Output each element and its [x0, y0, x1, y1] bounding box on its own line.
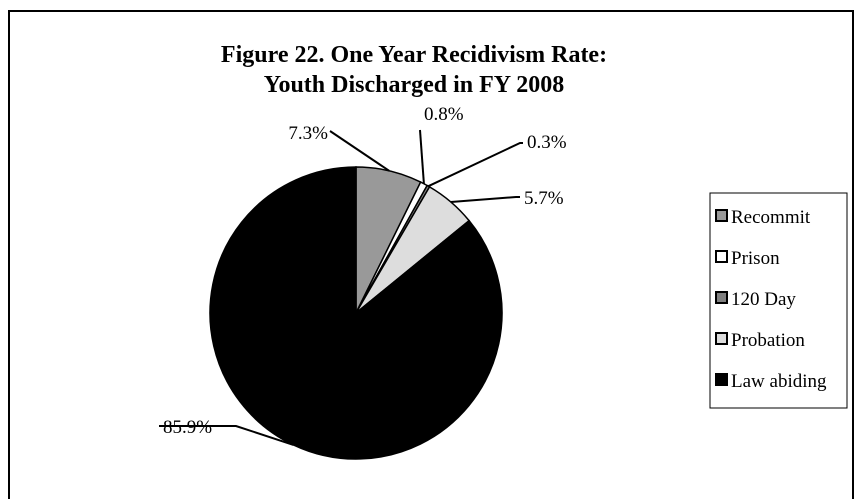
leader-line-recommit — [329, 130, 390, 172]
legend-label-probation: Probation — [731, 330, 805, 351]
chart-frame — [8, 10, 854, 499]
leader-lines — [159, 129, 523, 446]
data-label-120-day: 0.3% — [527, 132, 567, 153]
data-labels: 7.3% 0.8% 0.3% 5.7% 85.9% — [163, 104, 567, 438]
legend-label-law-abiding: Law abiding — [731, 371, 827, 392]
legend: Recommit Prison 120 Day Probation Law abidin… — [709, 192, 848, 409]
legend-swatch-recommit — [715, 209, 728, 222]
data-label-prison: 0.8% — [424, 104, 464, 125]
legend-label-120-day: 120 Day — [731, 289, 796, 310]
pie-slices — [209, 166, 503, 460]
legend-swatch-120-day — [715, 291, 728, 304]
legend-label-prison: Prison — [731, 248, 780, 269]
data-label-recommit: 7.3% — [288, 123, 328, 144]
data-label-probation: 5.7% — [524, 188, 564, 209]
chart-title-line-2: Youth Discharged in FY 2008 — [264, 72, 564, 98]
legend-swatch-law-abiding — [715, 373, 728, 386]
legend-swatch-prison — [715, 250, 728, 263]
leader-line-law-abiding — [159, 425, 294, 446]
data-label-law-abiding: 85.9% — [163, 417, 212, 438]
leader-line-probation — [450, 196, 520, 203]
chart-title-line-1: Figure 22. One Year Recidivism Rate: — [221, 42, 607, 68]
legend-box — [709, 192, 848, 409]
leader-line-120-day — [427, 142, 523, 188]
legend-swatch-probation — [715, 332, 728, 345]
pie-slice-law-abiding — [209, 166, 503, 460]
leader-line-prison — [419, 129, 425, 184]
legend-label-recommit: Recommit — [731, 207, 811, 228]
